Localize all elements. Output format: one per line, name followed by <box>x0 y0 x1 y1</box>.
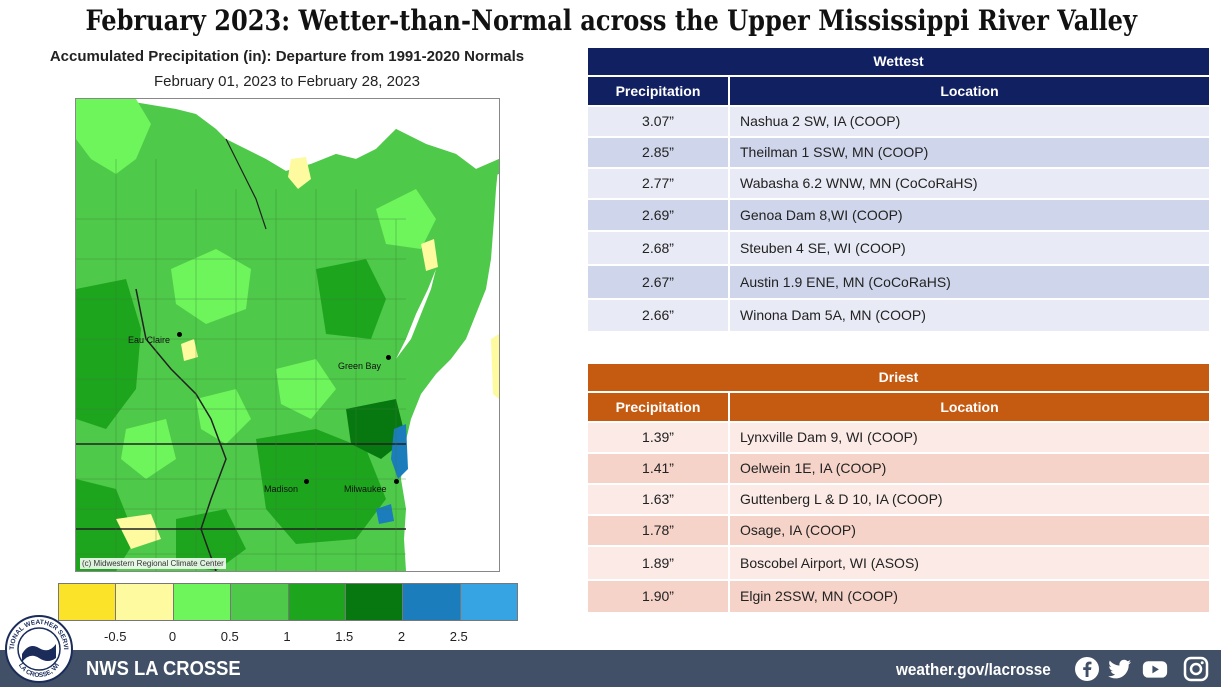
legend-swatch <box>116 584 174 620</box>
table-row: 1.63” Guttenberg L & D 10, IA (COOP) <box>588 483 1209 514</box>
location-cell: Theilman 1 SSW, MN (COOP) <box>730 138 1209 167</box>
wettest-rows: 3.07” Nashua 2 SW, IA (COOP) 2.85” Theilman… <box>588 105 1209 331</box>
legend-swatch <box>173 584 232 620</box>
location-cell: Lynxville Dam 9, WI (COOP) <box>730 423 1209 452</box>
green-bay-marker <box>386 355 391 360</box>
precipitation-cell: 2.67” <box>588 266 730 298</box>
precipitation-cell: 1.39” <box>588 423 730 452</box>
table-row: 2.85” Theilman 1 SSW, MN (COOP) <box>588 136 1209 167</box>
precipitation-cell: 1.78” <box>588 516 730 545</box>
map-credit: (c) Midwestern Regional Climate Center <box>80 558 226 569</box>
driest-column-header: Precipitation Location <box>588 391 1209 421</box>
milwaukee-marker <box>394 479 399 484</box>
footer-bar: NWS LA CROSSE weather.gov/lacrosse <box>0 650 1221 687</box>
legend-swatch <box>460 584 517 620</box>
driest-title: Driest <box>588 364 1209 391</box>
location-column-header: Location <box>940 83 999 99</box>
instagram-icon[interactable] <box>1183 656 1209 682</box>
city-label-green-bay: Green Bay <box>338 361 382 371</box>
location-cell: Austin 1.9 ENE, MN (CoCoRaHS) <box>730 266 1209 298</box>
location-cell: Boscobel Airport, WI (ASOS) <box>730 547 1209 579</box>
map-graphic <box>76 99 499 571</box>
location-cell: Wabasha 6.2 WNW, MN (CoCoRaHS) <box>730 169 1209 198</box>
location-cell: Steuben 4 SE, WI (COOP) <box>730 232 1209 264</box>
precipitation-cell: 2.66” <box>588 300 730 331</box>
driest-rows: 1.39” Lynxville Dam 9, WI (COOP) 1.41” Oelw… <box>588 421 1209 612</box>
legend-label: -0.5 <box>104 629 127 644</box>
table-row: 2.67” Austin 1.9 ENE, MN (CoCoRaHS) <box>588 264 1209 298</box>
wettest-table: Wettest Precipitation Location 3.07” Nash… <box>588 48 1209 331</box>
map-title: Accumulated Precipitation (in): Departur… <box>49 48 525 65</box>
legend-label: 1 <box>283 629 291 644</box>
legend-labels: -0.5 0 0.5 1 1.5 2 2.5 <box>0 629 560 645</box>
precipitation-cell: 1.41” <box>588 454 730 483</box>
legend-label: 1.5 <box>335 629 354 644</box>
precipitation-cell: 1.63” <box>588 485 730 514</box>
wettest-column-header: Precipitation Location <box>588 75 1209 105</box>
precipitation-column-header: Precipitation <box>588 393 730 421</box>
legend-label: 2.5 <box>449 629 468 644</box>
table-row: 1.89” Boscobel Airport, WI (ASOS) <box>588 545 1209 579</box>
legend-label: 0.5 <box>220 629 239 644</box>
precipitation-cell: 1.89” <box>588 547 730 579</box>
precipitation-map: Eau Claire Green Bay Madison Milwaukee (… <box>75 98 500 572</box>
facebook-icon[interactable] <box>1074 656 1100 682</box>
legend-swatch <box>59 584 117 620</box>
precipitation-cell: 3.07” <box>588 107 730 136</box>
page-title: February 2023: Wetter-than-Normal across… <box>85 4 1137 37</box>
location-cell: Elgin 2SSW, MN (COOP) <box>730 581 1209 612</box>
table-row: 1.39” Lynxville Dam 9, WI (COOP) <box>588 421 1209 452</box>
location-cell: Nashua 2 SW, IA (COOP) <box>730 107 1209 136</box>
legend-label: 2 <box>397 629 406 644</box>
precipitation-cell: 1.90” <box>588 581 730 612</box>
nws-logo: NATIONAL WEATHER SERVICE LA CROSSE, WI <box>4 614 73 683</box>
legend-swatch <box>403 584 461 620</box>
office-name: NWS LA CROSSE <box>86 658 241 680</box>
madison-marker <box>304 479 309 484</box>
precipitation-column-header: Precipitation <box>588 77 730 105</box>
table-row: 3.07” Nashua 2 SW, IA (COOP) <box>588 105 1209 136</box>
location-cell: Winona Dam 5A, MN (COOP) <box>730 300 1209 331</box>
legend-label: 0 <box>168 629 177 644</box>
table-row: 2.66” Winona Dam 5A, MN (COOP) <box>588 298 1209 331</box>
map-subtitle: February 01, 2023 to February 28, 2023 <box>153 73 420 90</box>
location-cell: Guttenberg L & D 10, IA (COOP) <box>730 485 1209 514</box>
city-label-madison: Madison <box>264 484 299 494</box>
eau-claire-marker <box>177 332 182 337</box>
precipitation-cell: 2.77” <box>588 169 730 198</box>
city-label-milwaukee: Milwaukee <box>344 484 387 494</box>
website-link[interactable]: weather.gov/lacrosse <box>896 660 1051 679</box>
location-column-header: Location <box>940 399 999 415</box>
twitter-icon[interactable] <box>1107 656 1133 682</box>
table-row: 2.77” Wabasha 6.2 WNW, MN (CoCoRaHS) <box>588 167 1209 198</box>
driest-table: Driest Precipitation Location 1.39” Lynxv… <box>588 364 1209 612</box>
table-row: 1.41” Oelwein 1E, IA (COOP) <box>588 452 1209 483</box>
location-cell: Oelwein 1E, IA (COOP) <box>730 454 1209 483</box>
wettest-title: Wettest <box>588 48 1209 75</box>
location-cell: Genoa Dam 8,WI (COOP) <box>730 200 1209 230</box>
table-row: 2.68” Steuben 4 SE, WI (COOP) <box>588 230 1209 264</box>
table-row: 1.90” Elgin 2SSW, MN (COOP) <box>588 579 1209 612</box>
legend-swatch <box>288 584 346 620</box>
precipitation-cell: 2.69” <box>588 200 730 230</box>
legend-swatch <box>345 584 404 620</box>
precipitation-cell: 2.85” <box>588 138 730 167</box>
precipitation-cell: 2.68” <box>588 232 730 264</box>
table-row: 1.78” Osage, IA (COOP) <box>588 514 1209 545</box>
color-legend <box>58 583 518 621</box>
location-cell: Osage, IA (COOP) <box>730 516 1209 545</box>
legend-swatch <box>231 584 289 620</box>
youtube-icon[interactable] <box>1142 656 1168 682</box>
city-label-eau-claire: Eau Claire <box>128 335 171 345</box>
table-row: 2.69” Genoa Dam 8,WI (COOP) <box>588 198 1209 230</box>
